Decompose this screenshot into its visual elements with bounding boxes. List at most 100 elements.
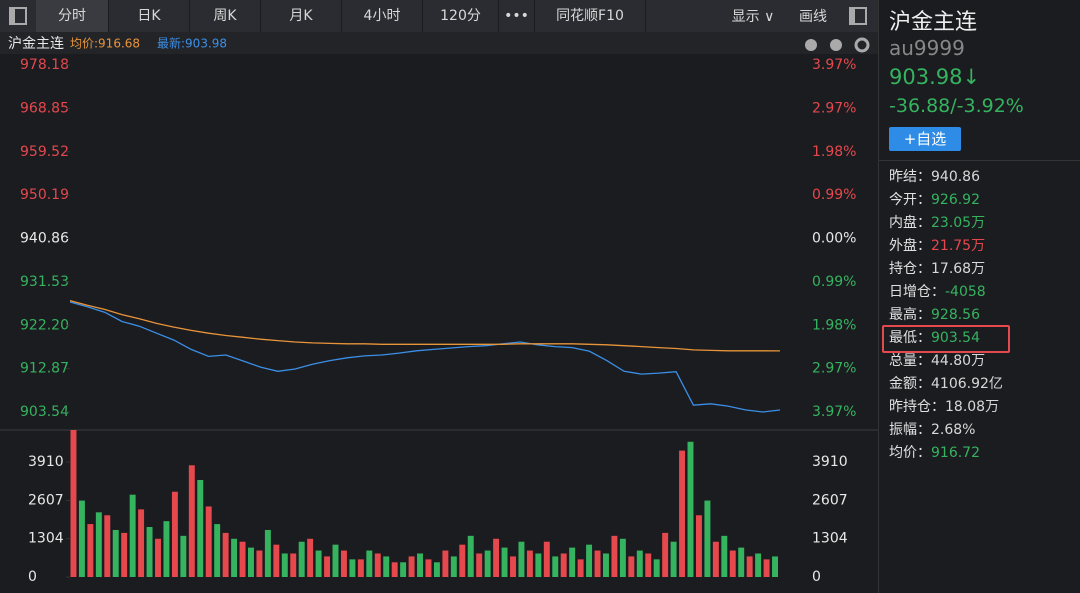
icon — [9, 7, 27, 25]
volume-bar — [315, 550, 322, 577]
draw-button[interactable]: 画线 — [799, 9, 827, 25]
y-tick-label: 0 — [812, 569, 821, 585]
volume-bar — [197, 479, 204, 577]
toolbar: 分时 日K 周K 月K 4小时 120分 ••• 同花顺F10 显示 ∨ 画线 — [0, 0, 878, 32]
volume-bar — [400, 562, 407, 577]
y-tick-label: 978.18 — [20, 57, 69, 73]
volume-bar — [662, 532, 669, 577]
pct-label: 3.97% — [812, 57, 856, 73]
avg-label: 均价:916.68 — [70, 37, 140, 51]
volume-bar — [653, 559, 660, 577]
volume-bar — [129, 494, 136, 577]
stat-row: 持仓： 17.68万 — [889, 258, 985, 280]
zoom-in[interactable] — [805, 39, 817, 51]
zoom-out[interactable] — [830, 39, 842, 51]
volume-bar — [349, 559, 356, 577]
tab[interactable]: 4小时 — [342, 0, 423, 32]
volume-bar — [755, 553, 762, 577]
pct-label: 0.00% — [812, 231, 856, 247]
tab[interactable]: 月K — [261, 0, 342, 32]
panel-icon[interactable] — [838, 7, 878, 25]
volume-bar — [340, 550, 347, 577]
volume-bar — [417, 553, 423, 577]
price-line — [69, 301, 781, 413]
stat-value: 23.05万 — [931, 215, 986, 231]
volume-bar — [493, 538, 500, 577]
stat-row: 今开： 926.92 — [889, 189, 980, 211]
stat-value: 21.75万 — [931, 238, 986, 254]
y-tick-label: 931.53 — [20, 274, 69, 290]
y-tick-label: 903.54 — [20, 404, 69, 420]
stat-row: 振幅： 2.68% — [889, 419, 975, 441]
volume-bar — [214, 524, 221, 577]
stat-row: 昨结： 940.86 — [889, 166, 980, 188]
volume-bar — [636, 550, 643, 577]
volume-bar — [721, 535, 728, 577]
volume-bar — [535, 553, 542, 577]
volume-bar — [526, 550, 533, 577]
stat-row: 昨持仓： 18.08万 — [889, 396, 999, 418]
instrument-name: 沪金主连 — [889, 10, 978, 35]
tab[interactable]: 同花顺F10 — [535, 0, 646, 32]
tab[interactable]: ••• — [499, 0, 535, 32]
stat-label: 外盘： — [889, 238, 931, 254]
volume-bar — [155, 538, 161, 577]
y-tick-label: 2607 — [28, 492, 64, 508]
stat-label: 昨持仓： — [889, 399, 945, 415]
volume-bar — [146, 527, 153, 577]
tab[interactable]: 日K — [109, 0, 190, 32]
volume-bar — [433, 562, 440, 577]
stat-row: 金额： 4106.92亿 — [889, 373, 1003, 395]
volume-bar — [772, 556, 778, 577]
volume-bar — [332, 544, 339, 577]
volume-bar — [180, 535, 187, 577]
highlight-box — [882, 325, 1010, 353]
add-watchlist[interactable]: +自选 — [889, 127, 961, 151]
volume-bar — [763, 559, 770, 577]
y-tick-label: 959.52 — [20, 144, 69, 160]
volume-bar — [729, 550, 736, 577]
display-menu[interactable]: 显示 ∨ — [731, 9, 775, 25]
volume-bar — [425, 559, 432, 577]
tab[interactable]: 120分 — [423, 0, 499, 32]
volume-bar — [78, 500, 85, 577]
y-tick-label: 1304 — [812, 531, 848, 547]
volume-bar — [577, 559, 584, 577]
volume-bar — [239, 541, 246, 577]
stat-label: 振幅： — [889, 422, 931, 438]
tab[interactable]: 分时 — [36, 0, 109, 32]
tab[interactable]: 周K — [190, 0, 261, 32]
settings[interactable] — [854, 37, 870, 53]
volume-bar — [391, 562, 398, 577]
stat-label: 最高： — [889, 307, 931, 323]
stat-label: 均价： — [889, 445, 931, 461]
pct-label: 1.98% — [812, 144, 856, 160]
volume-bar — [746, 556, 753, 577]
stat-label: 今开： — [889, 192, 931, 208]
volume-bar — [603, 553, 609, 577]
pct-label: 0.99% — [812, 274, 856, 290]
stat-value: 903.54 — [931, 330, 980, 346]
separator — [879, 160, 1080, 161]
volume-bar — [163, 521, 170, 577]
volume-bar — [290, 553, 297, 577]
stat-value: 18.08万 — [945, 399, 1000, 415]
chart-header-bg — [0, 32, 878, 54]
volume-bar — [459, 544, 466, 577]
volume-bar — [467, 535, 474, 577]
volume-bar — [501, 547, 508, 577]
volume-bar — [307, 538, 314, 577]
volume-bar — [121, 532, 128, 577]
layout-icon[interactable] — [0, 7, 36, 25]
stat-row: 最低： 903.54 — [889, 327, 980, 349]
volume-bar — [366, 550, 373, 577]
volume-bar — [543, 541, 550, 577]
volume-bar — [560, 553, 567, 577]
volume-bar — [231, 538, 238, 577]
volume-bar — [112, 529, 119, 577]
stat-label: 金额： — [889, 376, 931, 392]
volume-bar — [273, 544, 280, 577]
volume-bar — [645, 553, 652, 577]
stat-value: 17.68万 — [931, 261, 986, 277]
